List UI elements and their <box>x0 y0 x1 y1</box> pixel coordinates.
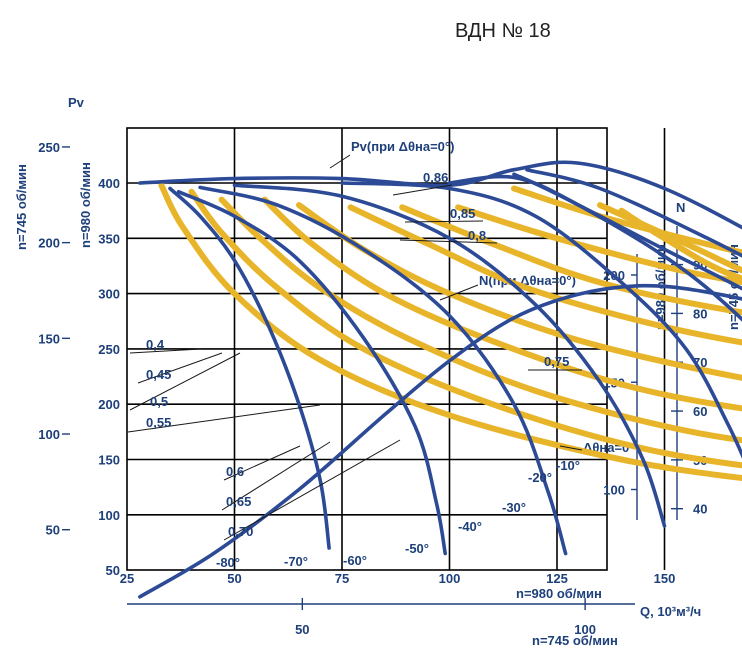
pv-label: Pv <box>68 95 85 110</box>
x-tick-980: 50 <box>227 571 241 586</box>
n-745-tick: 80 <box>693 306 707 321</box>
efficiency-curve <box>158 182 742 482</box>
n-745-tick: 60 <box>693 404 707 419</box>
pv-980-tick: 250 <box>98 342 120 357</box>
pressure-curve <box>512 172 742 291</box>
angle0-leader <box>559 445 583 451</box>
efficiency-leader <box>223 445 301 481</box>
x-tick-745: 50 <box>295 622 309 637</box>
q-axis-label: Q, 10³м³/ч <box>640 604 701 619</box>
efficiency-label: 0,75 <box>544 354 569 369</box>
efficiency-label: 0,8 <box>468 228 486 243</box>
x-tick-980: 75 <box>335 571 349 586</box>
efficiency-curve <box>455 204 742 286</box>
angle-label: -20° <box>528 470 552 485</box>
pressure-curve <box>168 186 331 550</box>
angle-label: -30° <box>502 500 526 515</box>
angle-label: -80° <box>216 555 240 570</box>
x-tick-980: 100 <box>439 571 461 586</box>
efficiency-leader <box>404 220 484 223</box>
pv-label-leader <box>329 154 351 169</box>
pv-980-tick: 150 <box>98 453 120 468</box>
x-axis-745-label: n=745 об/мин <box>532 633 618 648</box>
x-tick-980: 25 <box>120 571 134 586</box>
pv-980-axis-label: n=980 об/мин <box>78 162 93 248</box>
pv-design-curve <box>138 160 742 230</box>
efficiency-label: 0,86 <box>423 170 448 185</box>
pressure-curve <box>232 183 667 528</box>
chart-title: ВДН № 18 <box>455 20 551 42</box>
pv-745-axis-label: n=745 об/мин <box>14 164 29 250</box>
efficiency-leader <box>127 404 321 433</box>
angle-label: -40° <box>458 519 482 534</box>
pv-curve-label: Pv(при Δθна=0°) <box>351 139 454 154</box>
angle-label: -10° <box>556 458 580 473</box>
x-tick-745: 100 <box>574 622 596 637</box>
x-tick-980: 150 <box>654 571 676 586</box>
angle-label: -70° <box>284 554 308 569</box>
pv-980-tick: 50 <box>106 563 120 578</box>
efficiency-label: 0,55 <box>146 415 171 430</box>
pv-980-tick: 200 <box>98 397 120 412</box>
pv-745-tick: 250 <box>38 140 60 155</box>
efficiency-leader <box>129 348 202 354</box>
pv-980-tick: 350 <box>98 231 120 246</box>
efficiency-leader <box>399 239 498 244</box>
pv-980-tick: 100 <box>98 508 120 523</box>
x-axis-980-label: n=980 об/мин <box>516 586 602 601</box>
pv-980-tick: 400 <box>98 176 120 191</box>
efficiency-curve <box>218 196 742 444</box>
pressure-curve <box>198 185 568 556</box>
pv-745-tick: 100 <box>38 427 60 442</box>
efficiency-label: 0,5 <box>150 394 168 409</box>
n-980-tick: 100 <box>603 483 625 498</box>
efficiency-curve <box>618 207 742 282</box>
angle-label: -50° <box>405 541 429 556</box>
n-label: N <box>676 200 685 215</box>
pv-745-tick: 200 <box>38 236 60 251</box>
x-tick-980: 125 <box>546 571 568 586</box>
pv-745-tick: 50 <box>46 523 60 538</box>
pv-980-tick: 300 <box>98 287 120 302</box>
pv-745-tick: 150 <box>38 331 60 346</box>
efficiency-label: 0,70 <box>228 524 253 539</box>
pressure-curve <box>525 167 742 258</box>
n-label-leader <box>439 284 479 301</box>
efficiency-leader <box>221 441 331 511</box>
efficiency-leader <box>129 352 241 411</box>
efficiency-curve <box>188 188 742 469</box>
efficiency-label: 0,85 <box>450 206 475 221</box>
power-curve <box>138 283 742 599</box>
efficiency-label: 0,65 <box>226 494 251 509</box>
efficiency-curve <box>261 196 742 412</box>
efficiency-label: 0,4 <box>146 337 165 352</box>
efficiency-leader <box>223 439 401 541</box>
n-745-tick: 40 <box>693 502 707 517</box>
efficiency-label: 0,6 <box>226 464 244 479</box>
efficiency-curve <box>347 204 742 346</box>
angle-label: -60° <box>343 553 367 568</box>
efficiency-label: 0,45 <box>146 367 171 382</box>
efficiency-curve <box>399 204 742 316</box>
pressure-curve <box>176 190 447 556</box>
pressure-curve <box>340 181 742 459</box>
efficiency-leader <box>137 352 223 384</box>
efficiency-leader <box>392 184 453 196</box>
